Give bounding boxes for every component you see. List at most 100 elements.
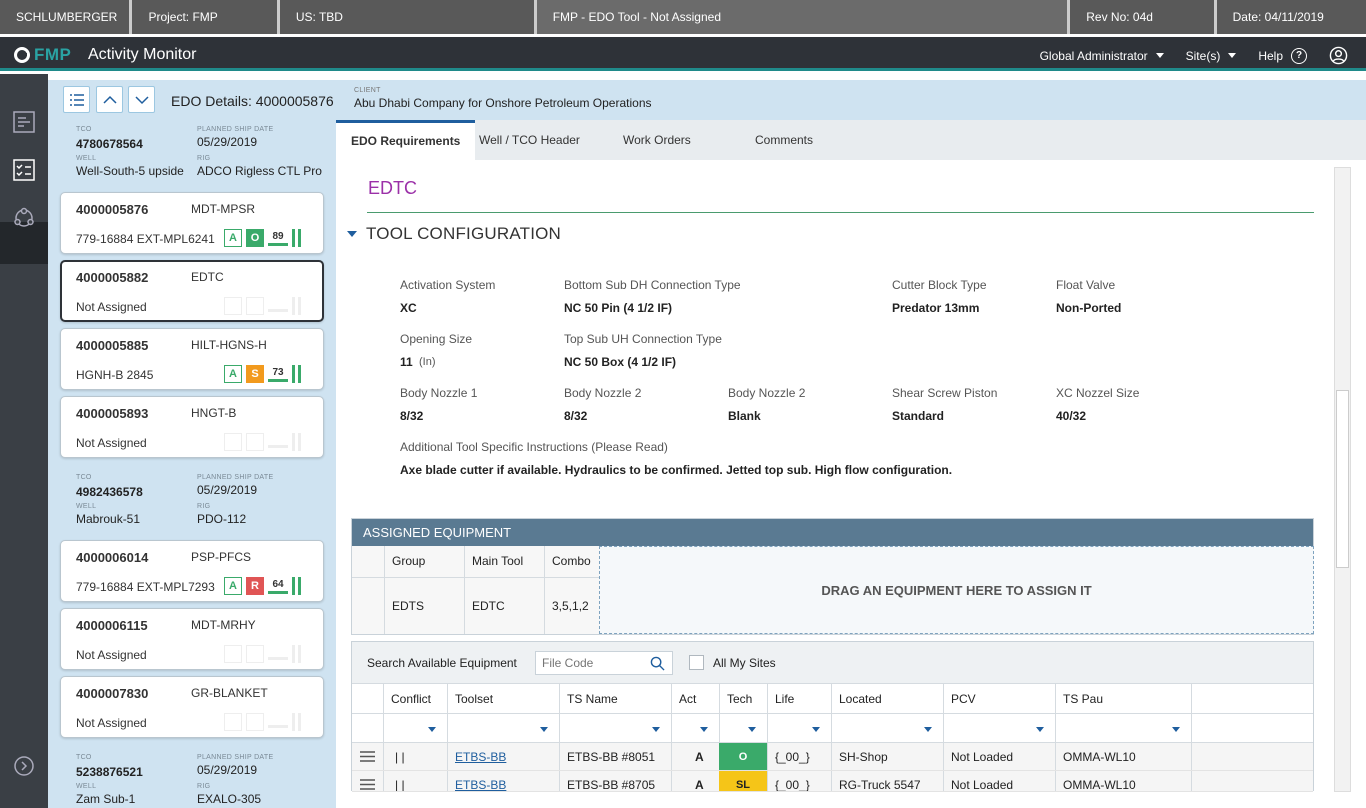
signal-bar	[292, 229, 295, 247]
tab-edo-requirements[interactable]: EDO Requirements	[336, 120, 476, 160]
column-header-toolset[interactable]: Toolset	[455, 692, 494, 706]
activity-list-icon[interactable]	[12, 110, 36, 134]
toolset-link[interactable]: ETBS-BB	[455, 778, 507, 792]
help-button[interactable]: Help ?	[1258, 47, 1307, 64]
content-scrollbar[interactable]	[1334, 167, 1351, 792]
column-divider	[943, 684, 944, 713]
assigned-group: EDTS	[392, 599, 425, 613]
edo-card[interactable]: 4000006115 MDT-MRHY Not Assigned	[60, 608, 324, 670]
table-row[interactable]: | | ETBS-BB ETBS-BB #8051 A O {_00_} SH-…	[352, 743, 1313, 771]
heading-divider	[367, 212, 1314, 213]
sites-dropdown[interactable]: Site(s)	[1186, 49, 1237, 63]
search-icon[interactable]	[650, 656, 665, 671]
rail-active-indicator	[0, 222, 48, 264]
column-divider	[447, 771, 448, 791]
pcv-cell: Not Loaded	[951, 750, 1014, 764]
edo-card[interactable]: 4000006014 PSP-PFCS 779-16884 EXT-MPL729…	[60, 540, 324, 602]
body-nozzle-1-value: 8/32	[400, 409, 424, 423]
column-header-ts-name[interactable]: TS Name	[567, 692, 618, 706]
edo-assignment: 779-16884 EXT-MPL7293	[76, 580, 215, 594]
filter-dropdown-icon[interactable]	[748, 727, 756, 732]
drag-handle-icon[interactable]	[360, 779, 375, 790]
edo-card-selected[interactable]: 4000005882 EDTC Not Assigned	[60, 260, 324, 322]
rig-label: RIG	[197, 503, 211, 510]
column-divider	[559, 684, 560, 713]
body-nozzle-2-label: Body Nozzle 2	[564, 386, 642, 400]
column-header-located[interactable]: Located	[839, 692, 882, 706]
column-divider	[544, 546, 545, 634]
body-nozzle-1-label: Body Nozzle 1	[400, 386, 478, 400]
app-header: FMP Activity Monitor Global Administrato…	[0, 37, 1366, 71]
column-header-tech[interactable]: Tech	[727, 692, 753, 706]
empty-badge	[246, 645, 264, 663]
column-divider	[447, 684, 448, 713]
rig-label: RIG	[197, 783, 211, 790]
tool-name-heading: EDTC	[368, 178, 417, 198]
table-row[interactable]: | | ETBS-BB ETBS-BB #8705 A SL {_00_} RG…	[352, 771, 1313, 792]
column-header-conflict[interactable]: Conflict	[391, 692, 432, 706]
fmp-logo[interactable]: FMP	[14, 45, 71, 65]
column-divider	[1055, 684, 1056, 713]
search-input[interactable]	[536, 652, 646, 674]
chevron-down-icon	[134, 95, 149, 104]
top-info-bar: SCHLUMBERGER Project: FMP US: TBD FMP - …	[0, 0, 1366, 34]
edo-card[interactable]: 4000007830 GR-BLANKET Not Assigned	[60, 676, 324, 738]
ship-date-label: PLANNED SHIP DATE	[197, 126, 274, 133]
equipment-drop-zone[interactable]: DRAG AN EQUIPMENT HERE TO ASSIGN IT	[599, 546, 1314, 634]
tab-work-orders[interactable]: Work Orders	[623, 133, 691, 147]
filter-dropdown-icon[interactable]	[652, 727, 660, 732]
filter-dropdown-icon[interactable]	[1172, 727, 1180, 732]
edo-card[interactable]: 4000005893 HNGT-B Not Assigned	[60, 396, 324, 458]
well-name: Mabrouk-51	[76, 512, 141, 526]
signal-bar	[292, 365, 295, 383]
drag-handle-icon[interactable]	[360, 751, 375, 762]
signal-bar	[292, 577, 295, 595]
chevron-down-icon	[1155, 53, 1164, 58]
tab-comments[interactable]: Comments	[755, 133, 814, 147]
float-valve-label: Float Valve	[1056, 278, 1116, 292]
filter-dropdown-icon[interactable]	[428, 727, 436, 732]
filter-dropdown-icon[interactable]	[1036, 727, 1044, 732]
column-divider	[767, 771, 768, 791]
well-name: Zam Sub-1	[76, 792, 136, 806]
filter-dropdown-icon[interactable]	[924, 727, 932, 732]
signal-bars-icon	[292, 365, 301, 383]
edo-card[interactable]: 4000005876 MDT-MPSR 779-16884 EXT-MPL624…	[60, 192, 324, 254]
expand-icon[interactable]	[12, 754, 36, 778]
column-header-pcv[interactable]: PCV	[951, 692, 976, 706]
network-icon[interactable]	[12, 206, 36, 230]
edo-id: 4000006115	[76, 618, 148, 633]
column-divider	[559, 714, 560, 742]
edo-card[interactable]: 4000005885 HILT-HGNS-H HGNH-B 2845 A S 7…	[60, 328, 324, 390]
toolset-link[interactable]: ETBS-BB	[455, 750, 507, 764]
search-label: Search Available Equipment	[367, 656, 517, 670]
filter-dropdown-icon[interactable]	[540, 727, 548, 732]
column-divider	[384, 546, 385, 634]
role-dropdown[interactable]: Global Administrator	[1040, 49, 1164, 63]
previous-button[interactable]	[96, 86, 123, 113]
all-sites-checkbox[interactable]	[689, 655, 704, 670]
detail-tabs: EDO Requirements Well / TCO Header Work …	[336, 120, 1366, 160]
column-header-ts-pau[interactable]: TS Pau	[1063, 692, 1104, 706]
user-menu-button[interactable]	[1329, 46, 1348, 65]
signal-bar	[298, 577, 301, 595]
tab-well-tco-header[interactable]: Well / TCO Header	[479, 133, 580, 147]
next-button[interactable]	[128, 86, 155, 113]
filter-dropdown-icon[interactable]	[812, 727, 820, 732]
column-divider	[671, 743, 672, 770]
rig-name: PDO-112	[197, 512, 247, 526]
file-code-search[interactable]	[535, 651, 673, 675]
collapse-caret-icon[interactable]	[347, 231, 357, 237]
scrollbar-thumb[interactable]	[1336, 390, 1349, 568]
top-sub-label: Top Sub UH Connection Type	[564, 332, 722, 346]
column-header-life[interactable]: Life	[775, 692, 795, 706]
filter-dropdown-icon[interactable]	[700, 727, 708, 732]
checklist-icon[interactable]	[12, 158, 36, 182]
column-header-act[interactable]: Act	[679, 692, 697, 706]
signal-bar	[298, 229, 301, 247]
left-nav-rail	[0, 74, 48, 808]
column-divider	[831, 771, 832, 791]
list-view-button[interactable]	[63, 86, 90, 113]
client-value: Abu Dhabi Company for Onshore Petroleum …	[354, 96, 652, 110]
located-cell: RG-Truck 5547	[839, 778, 921, 792]
